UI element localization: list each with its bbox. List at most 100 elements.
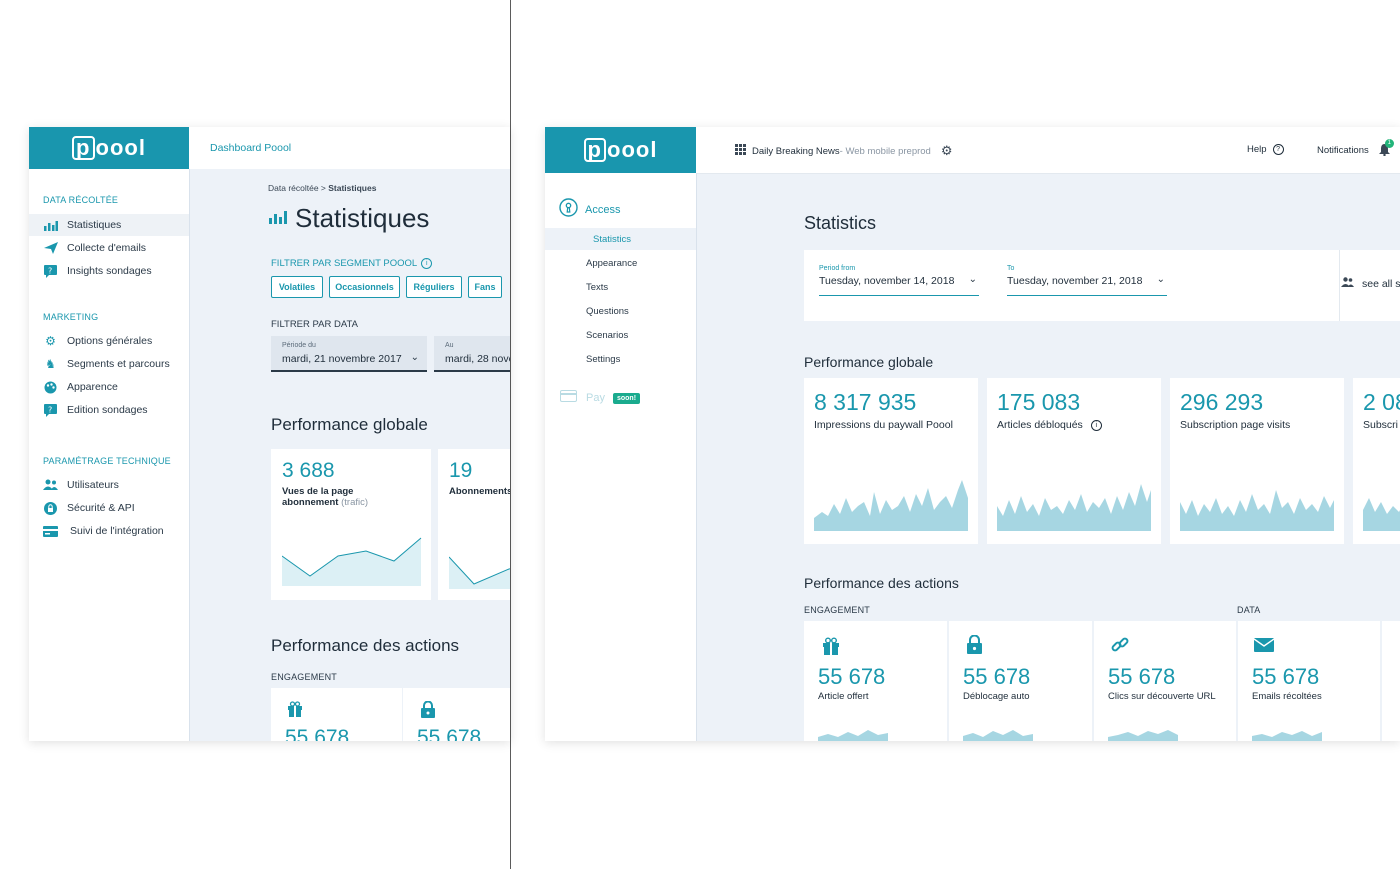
site-name: Daily Breaking News: [752, 145, 840, 157]
action-value: 55 678: [285, 726, 350, 741]
stat-card-impressions[interactable]: 8 317 935 Impressions du paywall Poool: [804, 378, 978, 544]
sidebar-item-securite[interactable]: Sécurité & API: [29, 497, 189, 519]
gift-icon: [287, 701, 303, 722]
logo[interactable]: p oool: [545, 127, 696, 173]
stat-label: Subscri: [1363, 419, 1399, 431]
breadcrumb-parent[interactable]: Data récoltée >: [268, 183, 329, 193]
stat-value: 2 08: [1363, 389, 1400, 415]
gear-icon[interactable]: ⚙: [940, 143, 953, 158]
see-all-label: see all s: [1362, 277, 1400, 290]
field-label: Période du: [282, 342, 316, 349]
stat-card-subscription-visits[interactable]: 296 293 Subscription page visits: [1170, 378, 1344, 544]
stat-label: Impressions du paywall Poool: [814, 419, 953, 431]
stat-value: 175 083: [997, 389, 1081, 415]
bar-chart-icon: [269, 209, 287, 229]
sidebar-item-options[interactable]: ⚙ Options générales: [29, 330, 189, 352]
action-card[interactable]: 55 678: [403, 688, 510, 741]
palette-icon: [43, 380, 58, 395]
top-header: [189, 127, 510, 169]
sub-nav-appearance[interactable]: Appearance: [545, 252, 696, 274]
stat-label: Subscription page visits: [1180, 419, 1291, 431]
stat-card-subscriptions[interactable]: 2 08 Subscri: [1353, 378, 1400, 544]
action-label: Déblocage auto: [963, 691, 1030, 702]
sparkline-chart: [1180, 490, 1334, 531]
action-value: 55 678: [818, 664, 886, 689]
action-card-deblocage-auto[interactable]: 55 678 Déblocage auto: [949, 621, 1092, 741]
action-card[interactable]: 55 678: [271, 688, 402, 741]
stat-card-views[interactable]: 3 688 Vues de la page abonnement (trafic…: [271, 449, 431, 600]
sparkline-chart: [1363, 498, 1400, 531]
action-label: Emails récoltées: [1252, 691, 1322, 702]
action-card-emails[interactable]: 55 678 Emails récoltées: [1238, 621, 1380, 741]
engagement-label: ENGAGEMENT: [271, 672, 338, 682]
sidebar-item-apparence[interactable]: Apparence: [29, 376, 189, 398]
sub-nav-scenarios[interactable]: Scenarios: [545, 324, 696, 346]
period-from-field[interactable]: Période du mardi, 21 novembre 2017 ⌄: [271, 336, 427, 372]
info-icon[interactable]: i: [421, 258, 433, 269]
page-title-row: Statistiques: [269, 203, 429, 234]
info-icon[interactable]: i: [1090, 419, 1102, 431]
lock-icon: [967, 634, 982, 659]
stat-card-subscriptions[interactable]: 19 Abonnements: [438, 449, 510, 600]
action-card-partial[interactable]: [1382, 621, 1400, 741]
sub-nav-texts[interactable]: Texts: [545, 276, 696, 298]
sparkline-chart: [818, 730, 888, 741]
sidebar-item-edition[interactable]: ? Edition sondages: [29, 399, 189, 421]
sidebar-item-segments[interactable]: ♞ Segments et parcours: [29, 353, 189, 375]
sidebar-item-collecte[interactable]: Collecte d'emails: [29, 237, 189, 259]
see-all-segments[interactable]: see all s: [1341, 277, 1400, 290]
nav-pay[interactable]: Pay soon!: [560, 389, 641, 407]
sidebar-item-utilisateurs[interactable]: Utilisateurs: [29, 474, 189, 496]
site-switcher[interactable]: Daily Breaking News - Web mobile preprod…: [735, 143, 953, 159]
sub-nav-settings[interactable]: Settings: [545, 348, 696, 370]
action-label: Article offert: [818, 691, 869, 702]
svg-text:?: ?: [48, 266, 52, 275]
help-label: Help: [1247, 144, 1267, 155]
stat-card-unlocked[interactable]: 175 083 Articles débloqués i: [987, 378, 1161, 544]
sidebar: Access Statistics Appearance Texts Quest…: [545, 173, 697, 741]
action-value: 55 678: [963, 664, 1031, 689]
stat-value: 8 317 935: [814, 389, 917, 415]
stat-label: Articles débloqués i: [997, 419, 1102, 431]
stat-value: 19: [449, 459, 473, 482]
sub-nav-label: Appearance: [586, 257, 638, 269]
sub-nav-questions[interactable]: Questions: [545, 300, 696, 322]
header-title[interactable]: Dashboard Poool: [210, 142, 292, 154]
page-title: Statistiques: [295, 203, 430, 233]
segment-button-reguliers[interactable]: Réguliers: [406, 276, 462, 298]
sub-nav-label: Questions: [586, 305, 629, 317]
segment-button-fans[interactable]: Fans: [468, 276, 502, 298]
sparkline-chart: [449, 556, 510, 589]
logo[interactable]: p oool: [29, 127, 189, 169]
separator-line: [510, 0, 511, 869]
sidebar-item-statistiques[interactable]: Statistiques: [29, 214, 189, 236]
panel-divider: [1339, 250, 1340, 321]
section-title-performance: Performance globale: [804, 354, 934, 370]
sidebar-item-label: Options générales: [67, 335, 153, 347]
breadcrumb: Data récoltée > Statistiques: [268, 183, 376, 193]
section-title-actions: Performance des actions: [271, 636, 460, 655]
section-title-performance: Performance globale: [271, 415, 428, 434]
period-from-field[interactable]: Period from Tuesday, november 14, 2018 ⌄: [819, 265, 979, 296]
action-value: 55 678: [1108, 664, 1176, 689]
action-card-clics-url[interactable]: 55 678 Clics sur découverte URL: [1094, 621, 1236, 741]
action-card-article-offert[interactable]: 55 678 Article offert: [804, 621, 947, 741]
nav-access[interactable]: Access: [559, 198, 620, 222]
sub-nav-statistics[interactable]: Statistics: [545, 228, 696, 250]
sidebar-item-suivi[interactable]: Suivi de l'intégration: [29, 520, 189, 542]
notifications-link[interactable]: Notifications 1: [1317, 139, 1394, 157]
help-link[interactable]: Help ?: [1247, 144, 1284, 155]
nav-access-label: Access: [585, 204, 621, 216]
period-to-field[interactable]: Au mardi, 28 novembre: [434, 336, 510, 372]
section-title-actions: Performance des actions: [804, 575, 959, 591]
gift-icon: [822, 637, 840, 660]
segment-button-occasionnels[interactable]: Occasionnels: [329, 276, 400, 298]
envelope-icon: [1253, 638, 1275, 657]
period-to-field[interactable]: To Tuesday, november 21, 2018 ⌄: [1007, 265, 1167, 296]
keyhole-icon: [559, 198, 578, 222]
sidebar-item-label: Edition sondages: [67, 404, 148, 416]
sidebar-item-insights[interactable]: ? Insights sondages: [29, 260, 189, 282]
sparkline-chart: [1252, 731, 1322, 741]
segment-button-volatiles[interactable]: Volatiles: [271, 276, 323, 298]
chevron-down-icon: ⌄: [968, 274, 977, 285]
